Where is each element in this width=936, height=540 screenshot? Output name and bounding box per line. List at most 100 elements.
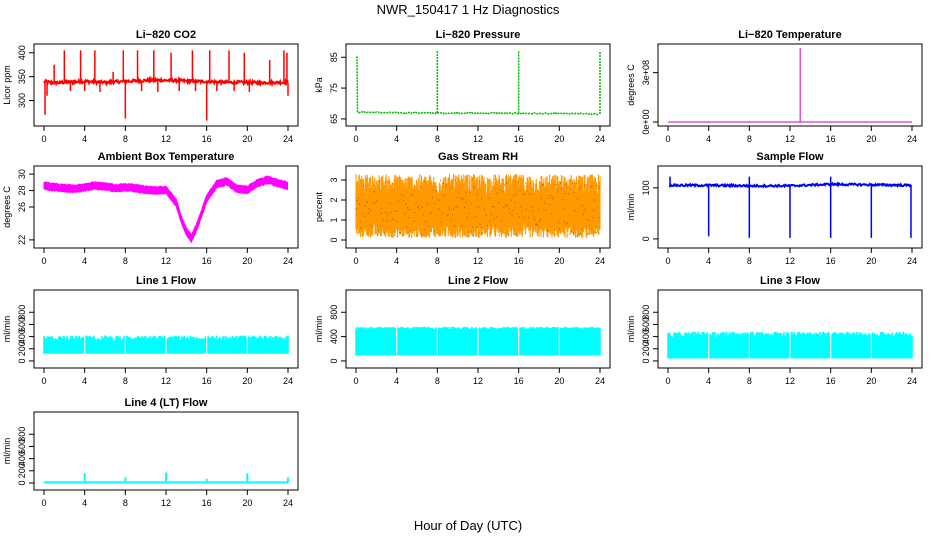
x-tick-label: 24 bbox=[595, 134, 605, 144]
x-tick-label: 16 bbox=[202, 376, 212, 386]
x-tick-label: 0 bbox=[41, 134, 46, 144]
x-tick-label: 16 bbox=[514, 256, 524, 266]
y-tick-label: 75 bbox=[329, 83, 339, 93]
panel-title: Line 4 (LT) Flow bbox=[125, 397, 208, 409]
x-tick-label: 12 bbox=[785, 256, 795, 266]
plot-frame bbox=[33, 289, 299, 369]
y-tick-label: 65 bbox=[329, 114, 339, 124]
x-tick-label: 16 bbox=[514, 376, 524, 386]
x-tick-label: 20 bbox=[242, 376, 252, 386]
panel-title: Ambient Box Temperature bbox=[98, 151, 235, 163]
x-tick-label: 0 bbox=[41, 256, 46, 266]
y-tick-label: 85 bbox=[329, 52, 339, 62]
x-tick-label: 20 bbox=[866, 134, 876, 144]
panel-title: Li−820 CO2 bbox=[136, 29, 196, 41]
x-tick-label: 20 bbox=[554, 134, 564, 144]
y-tick-label: 200 bbox=[17, 463, 27, 478]
x-tick-label: 8 bbox=[123, 376, 128, 386]
panel-title: Line 3 Flow bbox=[760, 275, 820, 287]
x-tick-label: 4 bbox=[706, 376, 711, 386]
y-axis-label: ml/min bbox=[314, 316, 324, 343]
series-line bbox=[356, 56, 600, 116]
x-tick-label: 16 bbox=[826, 134, 836, 144]
x-tick-label: 16 bbox=[826, 376, 836, 386]
x-tick-label: 20 bbox=[242, 134, 252, 144]
series-band bbox=[43, 175, 288, 244]
x-tick-label: 0 bbox=[665, 134, 670, 144]
y-tick-label: 200 bbox=[641, 341, 651, 356]
y-tick-label: 26 bbox=[17, 202, 27, 212]
x-tick-label: 0 bbox=[41, 376, 46, 386]
series-dots bbox=[356, 179, 601, 237]
y-tick-label: 400 bbox=[17, 329, 27, 344]
x-tick-label: 12 bbox=[473, 376, 483, 386]
plot-frame bbox=[33, 165, 299, 249]
y-tick-label: 100 bbox=[641, 180, 651, 195]
x-tick-label: 4 bbox=[82, 134, 87, 144]
x-tick-label: 20 bbox=[866, 256, 876, 266]
y-tick-label: 300 bbox=[17, 93, 27, 108]
x-tick-label: 8 bbox=[747, 134, 752, 144]
y-axis-label: Licor ppm bbox=[2, 65, 12, 105]
x-tick-label: 4 bbox=[82, 498, 87, 508]
x-tick-label: 12 bbox=[473, 134, 483, 144]
panel-title: Gas Stream RH bbox=[438, 151, 518, 163]
y-tick-label: 3 bbox=[329, 177, 339, 182]
x-tick-label: 16 bbox=[202, 256, 212, 266]
y-tick-label: 0 bbox=[641, 236, 651, 241]
panel-10: Line 4 (LT) Flow ml/min 0 4 8 12 16 20 24 0 200400… bbox=[2, 397, 299, 508]
panel-title: Line 2 Flow bbox=[448, 275, 508, 287]
x-tick-label: 12 bbox=[161, 498, 171, 508]
x-tick-label: 24 bbox=[907, 376, 917, 386]
y-tick-label: 30 bbox=[17, 169, 27, 179]
x-tick-label: 4 bbox=[706, 134, 711, 144]
x-tick-label: 8 bbox=[123, 498, 128, 508]
x-tick-label: 24 bbox=[283, 376, 293, 386]
x-tick-label: 20 bbox=[554, 376, 564, 386]
x-tick-label: 8 bbox=[123, 134, 128, 144]
panel-3: Li−820 Temperature degrees C 0 4 8 12 16 20 24 0e… bbox=[626, 29, 923, 144]
x-tick-label: 24 bbox=[907, 256, 917, 266]
x-tick-label: 4 bbox=[394, 376, 399, 386]
y-tick-label: 600 bbox=[17, 317, 27, 332]
y-tick-label: 28 bbox=[17, 186, 27, 196]
panel-7: Line 1 Flow ml/min 0 4 8 12 16 20 24 0 20040060080… bbox=[2, 275, 299, 386]
x-tick-label: 8 bbox=[747, 256, 752, 266]
y-tick-label: 1 bbox=[329, 217, 339, 222]
x-tick-label: 24 bbox=[283, 498, 293, 508]
panel-title: Li−820 Pressure bbox=[436, 29, 521, 41]
panel-6: Sample Flow ml/min 0 4 8 12 16 20 24 0 100 bbox=[626, 151, 923, 266]
x-tick-label: 4 bbox=[706, 256, 711, 266]
panel-title: Sample Flow bbox=[756, 151, 824, 163]
y-tick-label: 0 bbox=[17, 480, 27, 485]
x-tick-label: 16 bbox=[514, 134, 524, 144]
y-tick-label: 0 bbox=[329, 237, 339, 242]
x-tick-label: 0 bbox=[665, 256, 670, 266]
x-tick-label: 12 bbox=[473, 256, 483, 266]
panel-8: Line 2 Flow ml/min 0 4 8 12 16 20 24 0 400 800 bbox=[314, 275, 611, 386]
y-tick-label: 0 bbox=[17, 358, 27, 363]
x-tick-label: 16 bbox=[826, 256, 836, 266]
x-tick-label: 20 bbox=[866, 376, 876, 386]
x-tick-label: 4 bbox=[82, 376, 87, 386]
x-axis-common-label: Hour of Day (UTC) bbox=[413, 518, 523, 533]
x-tick-label: 8 bbox=[747, 376, 752, 386]
y-tick-label: 800 bbox=[17, 427, 27, 442]
y-tick-label: 800 bbox=[329, 305, 339, 320]
x-tick-label: 8 bbox=[435, 376, 440, 386]
y-axis-label: degrees C bbox=[2, 186, 12, 228]
x-tick-label: 8 bbox=[123, 256, 128, 266]
panel-title: Line 1 Flow bbox=[136, 275, 196, 287]
y-axis-label: ml/min bbox=[626, 316, 636, 343]
y-tick-label: 400 bbox=[17, 451, 27, 466]
y-tick-label: 0 bbox=[641, 358, 651, 363]
y-tick-label: 800 bbox=[641, 305, 651, 320]
panel-title: Li−820 Temperature bbox=[738, 29, 841, 41]
x-tick-label: 0 bbox=[665, 376, 670, 386]
panel-4: Ambient Box Temperature degrees C 0 4 8 12 16 2… bbox=[2, 151, 299, 266]
y-tick-label: 200 bbox=[17, 341, 27, 356]
panel-9: Line 3 Flow ml/min 0 4 8 12 16 20 24 0 20040060080… bbox=[626, 275, 923, 386]
y-tick-label: 3e+08 bbox=[641, 60, 651, 85]
